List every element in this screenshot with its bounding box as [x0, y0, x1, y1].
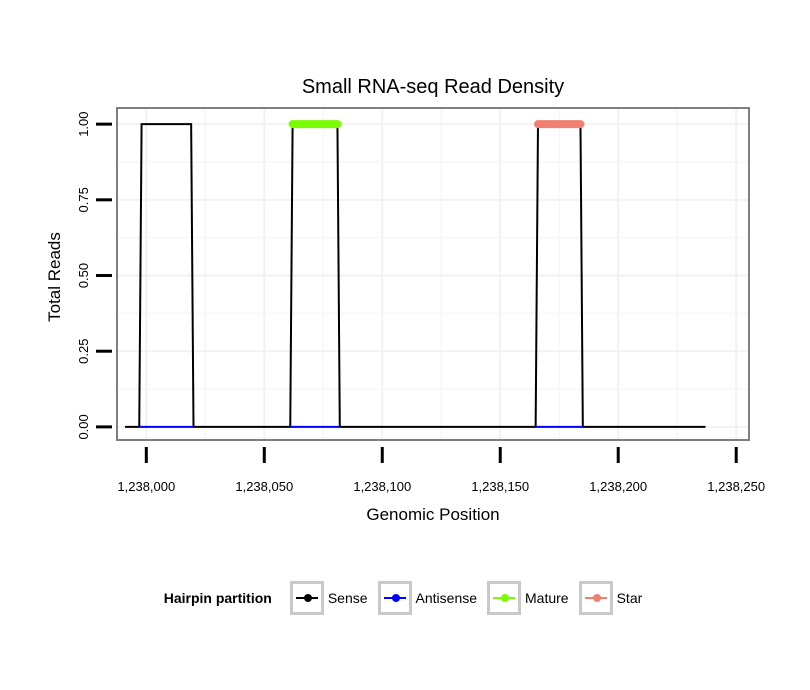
y-tick-label: 0.25 — [76, 339, 91, 364]
legend-item-star: Star — [578, 581, 643, 615]
legend-label-sense: Sense — [327, 590, 368, 606]
legend: Hairpin partition Sense Antisense Mature… — [0, 576, 810, 620]
legend-item-mature: Mature — [487, 581, 569, 615]
legend-key-mature — [487, 581, 522, 615]
x-tick-label: 1,238,200 — [589, 479, 647, 494]
y-tick-label: 0.00 — [76, 414, 91, 439]
y-tick-label: 0.75 — [76, 187, 91, 212]
y-tick-label: 1.00 — [76, 111, 91, 136]
legend-key-sense — [289, 581, 324, 615]
x-tick-label: 1,238,150 — [471, 479, 529, 494]
x-tick-label: 1,238,250 — [707, 479, 765, 494]
legend-item-antisense: Antisense — [377, 581, 478, 615]
chart-area: Small RNA-seq Read Density 1,238,000 1,23… — [45, 76, 765, 524]
y-axis-title: Total Reads — [45, 232, 64, 322]
plot-panel — [116, 107, 750, 441]
legend-title: Hairpin partition — [163, 590, 272, 606]
chart-title: Small RNA-seq Read Density — [302, 76, 564, 98]
legend-key-antisense — [377, 581, 412, 615]
legend-label-star: Star — [616, 590, 643, 606]
legend-item-sense: Sense — [289, 581, 368, 615]
x-tick-label: 1,238,000 — [117, 479, 175, 494]
x-tick-label: 1,238,100 — [353, 479, 411, 494]
series-layer — [125, 120, 706, 428]
legend-label-mature: Mature — [525, 590, 569, 606]
x-tick-label: 1,238,050 — [235, 479, 293, 494]
x-axis-title: Genomic Position — [366, 505, 499, 524]
axes: 1,238,000 1,238,050 1,238,100 1,238,150 1,23… — [76, 111, 765, 494]
y-tick-label: 0.50 — [76, 263, 91, 288]
legend-key-star — [578, 581, 613, 615]
legend-label-antisense: Antisense — [415, 590, 478, 606]
